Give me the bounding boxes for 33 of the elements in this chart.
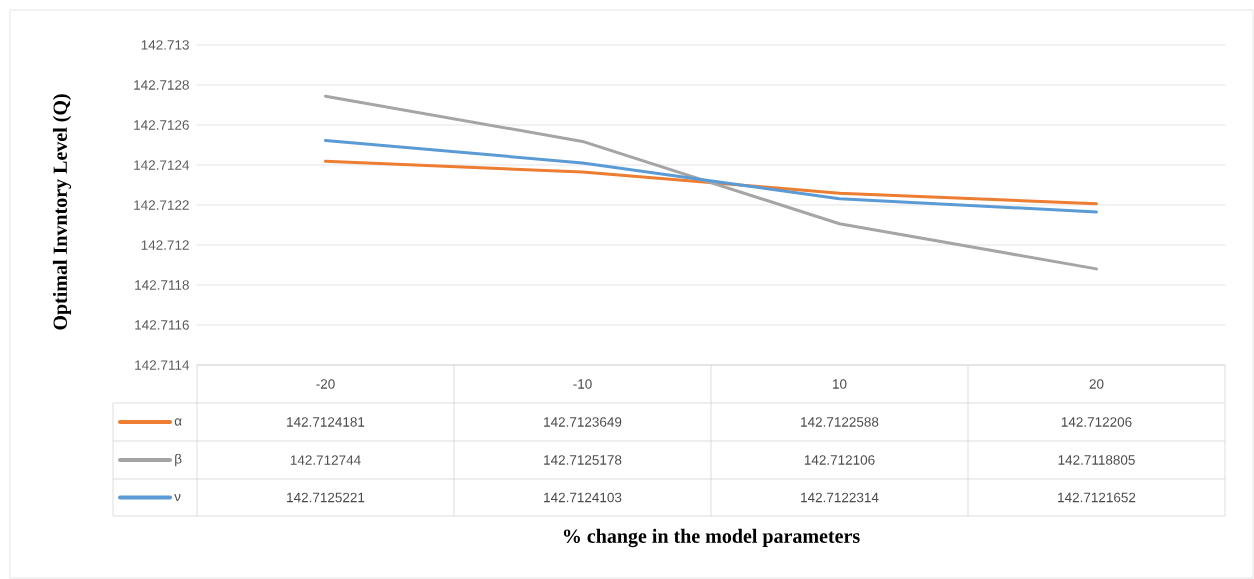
data-label: 142.7124181 bbox=[287, 417, 365, 427]
data-label: 142.712206 bbox=[1061, 417, 1132, 427]
data-label: 142.7125221 bbox=[287, 492, 365, 503]
data-label: 142.712106 bbox=[804, 455, 875, 465]
data-label: 142.7118805 bbox=[1058, 455, 1135, 465]
line-series bbox=[324, 159, 1098, 206]
y-tick-label: 142.7126 bbox=[134, 120, 189, 130]
line-series bbox=[324, 94, 1098, 271]
line-series bbox=[324, 139, 1098, 214]
data-label: 142.7122588 bbox=[801, 417, 879, 427]
y-tick-label: 142.7114 bbox=[135, 360, 190, 370]
legend-label: β bbox=[175, 453, 182, 467]
data-label: 142.712744 bbox=[290, 455, 361, 465]
data-label: 142.7122314 bbox=[801, 492, 879, 503]
y-tick-label: 142.7124 bbox=[134, 160, 190, 170]
y-tick-label: 142.7118 bbox=[135, 280, 189, 290]
data-label: 142.7125178 bbox=[544, 455, 622, 465]
x-tick-label: -20 bbox=[316, 379, 335, 389]
legend-label: ν bbox=[174, 493, 181, 502]
y-axis-title: Optimal Invntory Level (Q) bbox=[52, 94, 72, 330]
legend-label: α bbox=[174, 418, 182, 426]
data-label: 142.7124103 bbox=[544, 492, 622, 503]
data-label: 142.7123649 bbox=[544, 417, 622, 427]
y-tick-label: 142.7128 bbox=[134, 80, 189, 90]
x-tick-label: 20 bbox=[1089, 379, 1104, 389]
y-tick-label: 142.7116 bbox=[135, 320, 189, 330]
text: % change in the model parameters bbox=[563, 528, 860, 548]
y-tick-label: 142.7122 bbox=[134, 200, 189, 210]
x-tick-label: 10 bbox=[833, 379, 847, 389]
data-label: 142.7121652 bbox=[1058, 492, 1136, 503]
y-tick-label: 142.712 bbox=[141, 240, 189, 250]
x-tick-label: -10 bbox=[573, 379, 592, 389]
y-tick-label: 142.713 bbox=[141, 40, 189, 50]
